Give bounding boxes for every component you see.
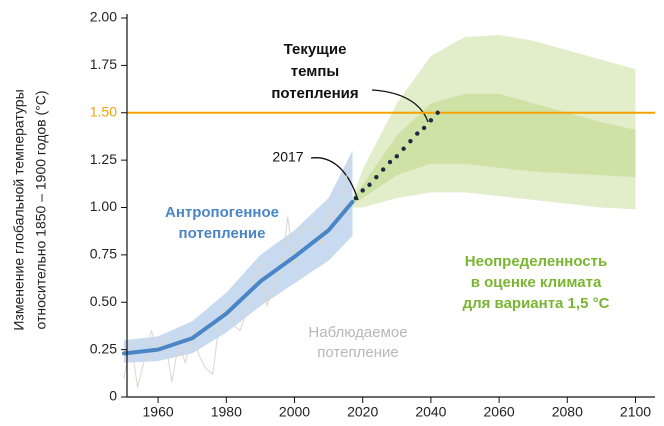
callout-arrow (371, 89, 429, 123)
callout-arrow (310, 157, 359, 201)
x-tick-label: 2040 (415, 404, 446, 420)
uncertainty-band (124, 150, 353, 363)
annotation: Текущие (284, 41, 347, 58)
trend-dot (408, 138, 413, 144)
annotation: Наблюдаемое (308, 324, 407, 341)
warming-line (122, 199, 355, 356)
trend-dot (374, 174, 379, 180)
y-tick-label: 2.00 (90, 9, 117, 25)
annotation: в оценке климата (471, 274, 602, 291)
x-tick-label: 1960 (143, 404, 174, 420)
trend-dot (394, 154, 399, 159)
annotation: 2017 (272, 149, 303, 165)
annotation: Неопределенность (465, 253, 607, 270)
trend-dot (401, 146, 406, 151)
trend-dot (353, 195, 359, 201)
trend-dot (415, 131, 420, 136)
x-tick-label: 2080 (552, 404, 583, 420)
y-tick-label: 0.75 (90, 246, 117, 262)
annotation: потепление (317, 344, 398, 361)
x-tick-label: 1980 (211, 404, 242, 420)
y-tick-label: 1.50 (90, 103, 117, 119)
y-axis-label: Изменение глобальной температуры (11, 89, 27, 330)
y-tick-label: 1.25 (90, 151, 117, 167)
x-tick-label: 2020 (347, 404, 378, 420)
trend-dot (380, 167, 386, 172)
trend-dot (367, 182, 372, 187)
trend-dot (435, 110, 440, 115)
y-tick-label: 1.75 (90, 56, 117, 72)
uncertainty-band (352, 93, 636, 204)
trend-dot (421, 125, 427, 131)
plot-layer (124, 35, 636, 363)
y-tick-label: 0.50 (90, 293, 117, 309)
annotation: потепления (271, 85, 358, 102)
observed-line (123, 159, 350, 389)
y-tick-label: 0.25 (90, 340, 117, 356)
annotation: для варианта 1,5 °C (463, 295, 610, 312)
annotation: темпы (291, 63, 339, 80)
x-tick-label: 2060 (484, 404, 515, 420)
y-axis-label: относительно 1850 – 1900 годов (°C) (33, 90, 49, 329)
x-tick-label: 2000 (279, 404, 310, 420)
annotation: потепление (179, 225, 266, 242)
y-tick-label: 1.00 (90, 198, 117, 214)
trend-dot (387, 159, 393, 165)
trend-dot (428, 118, 434, 123)
y-tick-label: 0 (109, 388, 117, 404)
x-tick-label: 2100 (620, 404, 651, 420)
trend-dot (360, 188, 365, 193)
annotation: Антропогенное (165, 204, 279, 221)
